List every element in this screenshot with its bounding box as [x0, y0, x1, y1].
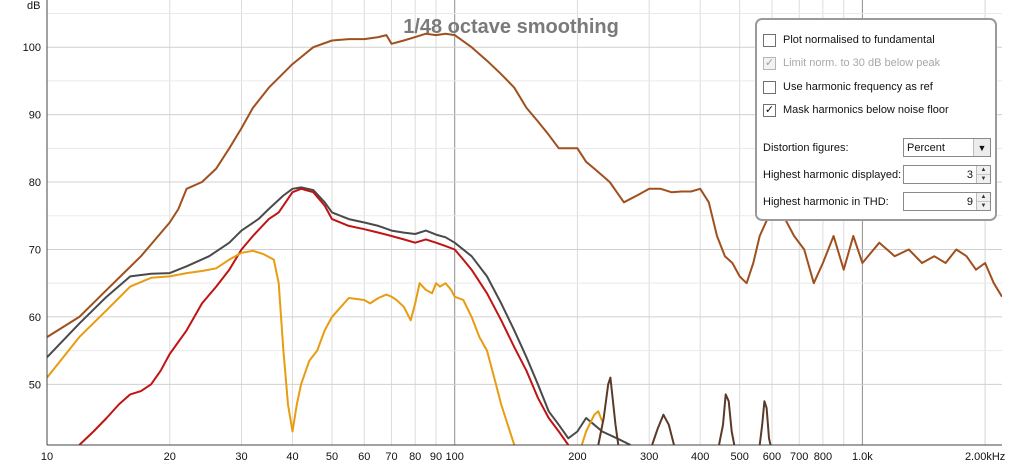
checkbox-limit-norm: ✓ [763, 56, 776, 70]
option-plot-normalised-label: Plot normalised to fundamental [783, 34, 935, 46]
distortion-figures-select[interactable]: Percent ▼ [903, 138, 991, 157]
distortion-figures-value: Percent [907, 142, 945, 154]
x-tick-label: 500 [730, 451, 748, 463]
option-limit-norm-label: Limit norm. to 30 dB below peak [783, 57, 941, 69]
y-axis-label: dB [27, 0, 40, 12]
series-line-7 [718, 393, 736, 445]
y-tick-label: 60 [29, 312, 41, 324]
highest-displayed-row: Highest harmonic displayed: [763, 165, 901, 185]
x-tick-label: 60 [358, 451, 370, 463]
x-tick-label: 2.00kHz [965, 451, 1005, 463]
options-panel: Plot normalised to fundamental ✓ Limit n… [755, 18, 997, 221]
x-tick-label: 20 [164, 451, 176, 463]
series-line-1 [47, 186, 632, 445]
series-line-4 [580, 410, 604, 445]
x-tick-label: 40 [286, 451, 298, 463]
x-tick-label: 1.0k [852, 451, 873, 463]
checkbox-plot-normalised[interactable] [763, 33, 776, 47]
series-line-8 [758, 400, 772, 445]
y-tick-label: 70 [29, 244, 41, 256]
x-tick-label: 30 [235, 451, 247, 463]
checkbox-harmonic-ref[interactable] [763, 80, 776, 94]
series-line-0 [47, 32, 1002, 338]
distortion-figures-row: Distortion figures: [763, 138, 849, 158]
x-tick-label: 300 [640, 451, 658, 463]
x-tick-label: 800 [814, 451, 832, 463]
x-tick-label: 200 [568, 451, 586, 463]
series-line-6 [651, 413, 675, 445]
x-tick-label: 50 [326, 451, 338, 463]
option-limit-norm: ✓ Limit norm. to 30 dB below peak [763, 55, 940, 71]
x-tick-label: 90 [430, 451, 442, 463]
x-tick-label: 10 [41, 451, 53, 463]
distortion-figures-label: Distortion figures: [763, 142, 849, 154]
y-tick-label: 100 [23, 42, 41, 54]
y-axis-ticks: 50 60 70 80 90 100 [23, 42, 41, 391]
spin-up-icon[interactable]: ▲ [977, 193, 990, 202]
grid [46, 0, 1002, 445]
x-tick-label: 100 [446, 451, 464, 463]
chevron-down-icon[interactable]: ▼ [973, 139, 990, 156]
option-plot-normalised[interactable]: Plot normalised to fundamental [763, 32, 935, 48]
x-axis-ticks: 10 20 30 40 50 60 70 80 90 100 200 300 400 500 600 700 8… [41, 451, 1005, 463]
series-line-5 [597, 376, 620, 445]
x-tick-label: 80 [409, 451, 421, 463]
checkbox-mask-harmonics[interactable]: ✓ [763, 103, 776, 117]
series-line-3 [47, 249, 516, 445]
highest-thd-row: Highest harmonic in THD: [763, 192, 889, 212]
y-tick-label: 80 [29, 177, 41, 189]
highest-thd-spinner[interactable]: 9 ▲ ▼ [903, 192, 991, 211]
option-harmonic-ref-label: Use harmonic frequency as ref [783, 81, 933, 93]
highest-thd-label: Highest harmonic in THD: [763, 196, 889, 208]
highest-displayed-value: 3 [966, 169, 973, 181]
spin-down-icon[interactable]: ▼ [980, 203, 987, 209]
highest-displayed-spinner[interactable]: 3 ▲ ▼ [903, 165, 991, 184]
option-mask-harmonics-label: Mask harmonics below noise floor [783, 104, 949, 116]
spin-up-icon[interactable]: ▲ [977, 166, 990, 175]
chart-title: 1/48 octave smoothing [403, 16, 619, 38]
option-mask-harmonics[interactable]: ✓ Mask harmonics below noise floor [763, 102, 949, 118]
highest-thd-value: 9 [966, 196, 973, 208]
plot-area [47, 32, 1002, 445]
y-tick-label: 90 [29, 110, 41, 122]
option-harmonic-ref[interactable]: Use harmonic frequency as ref [763, 79, 933, 95]
y-tick-label: 50 [29, 379, 41, 391]
x-tick-label: 700 [790, 451, 808, 463]
spin-down-icon[interactable]: ▼ [980, 176, 987, 182]
x-tick-label: 600 [763, 451, 781, 463]
highest-displayed-label: Highest harmonic displayed: [763, 169, 902, 181]
series-line-2 [78, 187, 570, 445]
x-tick-label: 400 [691, 451, 709, 463]
x-tick-label: 70 [385, 451, 397, 463]
